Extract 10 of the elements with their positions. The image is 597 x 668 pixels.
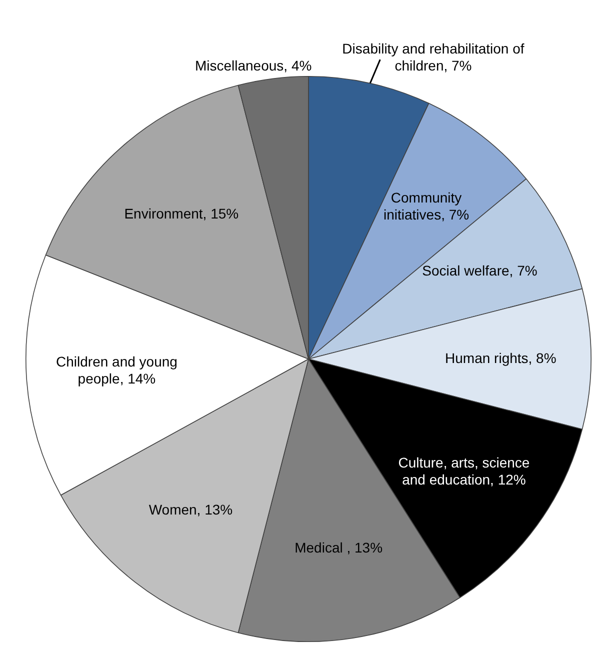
slice-label: Medical , 13%: [294, 540, 383, 556]
slice-label: Children and young people, 14%: [56, 353, 178, 386]
slice-label: Environment, 15%: [124, 206, 239, 222]
slice-label: Social welfare, 7%: [422, 262, 538, 279]
slice-label: Disability and rehabilitation of children, 7%: [342, 40, 524, 74]
slice-label: Women, 13%: [148, 502, 233, 518]
slice-label: Community initiatives, 7%: [383, 190, 470, 223]
slice-label: Culture, arts, science and education, 12%: [398, 454, 530, 488]
slice-label: Human rights, 8%: [445, 350, 556, 366]
slice-label: Miscellaneous, 4%: [194, 57, 312, 74]
